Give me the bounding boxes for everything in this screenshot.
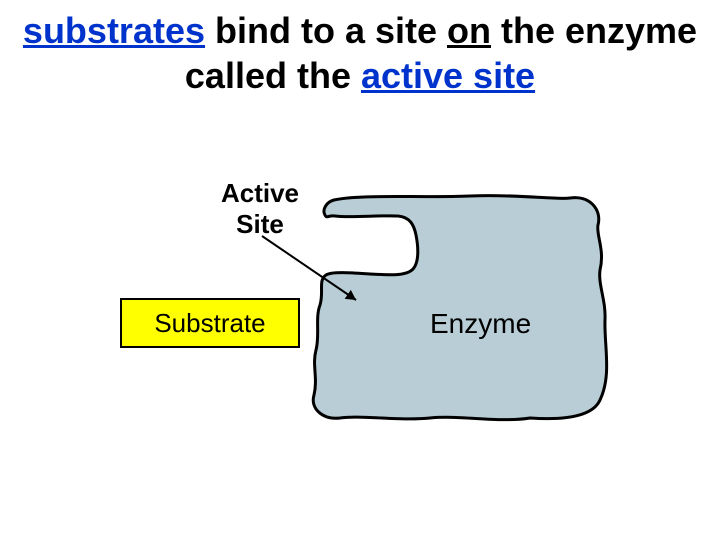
diagram-svg (0, 0, 720, 540)
substrate-label: Substrate (154, 308, 265, 339)
diagram-stage: substrates bind to a site on the enzyme … (0, 0, 720, 540)
arrow-line (262, 236, 356, 300)
substrate-box: Substrate (120, 298, 300, 348)
enzyme-label: Enzyme (430, 308, 531, 340)
active-site-line2: Site (236, 209, 284, 239)
active-site-label: Active Site (200, 178, 320, 240)
enzyme-label-text: Enzyme (430, 308, 531, 339)
active-site-line1: Active (221, 178, 299, 208)
